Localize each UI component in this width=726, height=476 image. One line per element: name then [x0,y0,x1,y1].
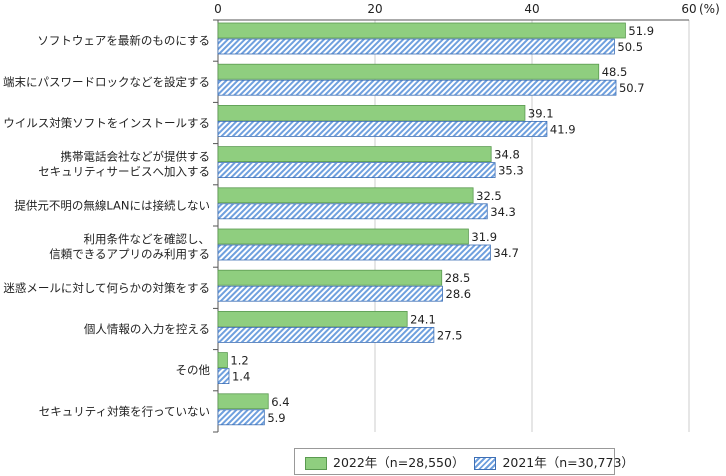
category-label: セキュリティサービスへ加入する [38,165,210,179]
data-label: 41.9 [550,122,576,136]
data-label: 24.1 [410,312,436,326]
data-label: 27.5 [437,328,463,342]
data-label: 34.7 [493,246,519,260]
x-tick-label: 40 [524,2,539,16]
bar-2022 [217,393,269,410]
data-label: 51.9 [628,24,654,38]
bar-2022 [217,63,600,80]
category-label: その他 [176,363,211,377]
data-label: 39.1 [528,106,554,120]
category-label: 個人情報の入力を控える [84,322,210,336]
bar-2022 [217,269,443,286]
bar-2021 [217,121,548,137]
legend-swatch-2022 [305,457,327,470]
legend: 2022年（n=28,550） 2021年（n=30,773） [294,448,634,475]
bar-2021 [217,203,488,220]
category-label: 提供元不明の無線LANには接続しない [14,198,210,212]
bar-2021 [217,368,230,385]
data-label: 5.9 [267,411,285,425]
data-label: 28.6 [446,287,472,301]
bar-2021 [217,326,435,343]
data-label: 28.5 [445,271,471,285]
category-label: 利用条件などを確認し、 [84,232,211,246]
category-label: セキュリティ対策を行っていない [39,404,210,418]
bar-2021 [217,409,265,426]
category-label: 携帯電話会社などが提供する [61,150,211,164]
x-tick-label: 60 [681,2,696,16]
data-label: 50.7 [619,81,645,95]
data-label: 6.4 [271,395,289,409]
bar-2021 [217,38,615,55]
data-label: 34.8 [494,148,520,162]
data-label: 48.5 [602,65,628,79]
bar-2021 [217,79,617,96]
data-label: 34.3 [490,205,516,219]
legend-item-2022: 2022年（n=28,550） [305,452,464,471]
bar-2022 [217,187,474,204]
data-label: 1.2 [230,354,248,368]
x-axis-unit: (%) [699,2,720,16]
category-label: ウイルス対策ソフトをインストールする [3,116,210,130]
data-label: 1.4 [232,370,250,384]
data-label: 32.5 [476,189,502,203]
data-label: 50.5 [617,40,643,54]
bar-2021 [217,162,496,179]
x-tick-label: 0 [214,2,222,16]
legend-item-2021: 2021年（n=30,773） [474,452,634,471]
data-label: 31.9 [471,230,497,244]
bar-2021 [217,244,491,261]
category-label: ソフトウェアを最新のものにする [37,34,210,48]
bar-2022 [217,310,408,327]
bar-2022 [217,228,469,245]
bar-2022 [217,22,626,39]
category-label: 迷惑メールに対して何らかの対策をする [3,281,210,295]
bar-2022 [217,352,228,369]
bar-2022 [217,146,492,163]
x-tick-label: 20 [367,2,382,16]
category-label: 信頼できるアプリのみ利用する [49,247,210,261]
bar-2022 [217,105,526,121]
data-label: 35.3 [498,164,524,178]
bar-2021 [217,285,443,302]
category-label: 端末にパスワードロックなどを設定する [3,75,210,89]
legend-swatch-2021 [474,457,497,470]
